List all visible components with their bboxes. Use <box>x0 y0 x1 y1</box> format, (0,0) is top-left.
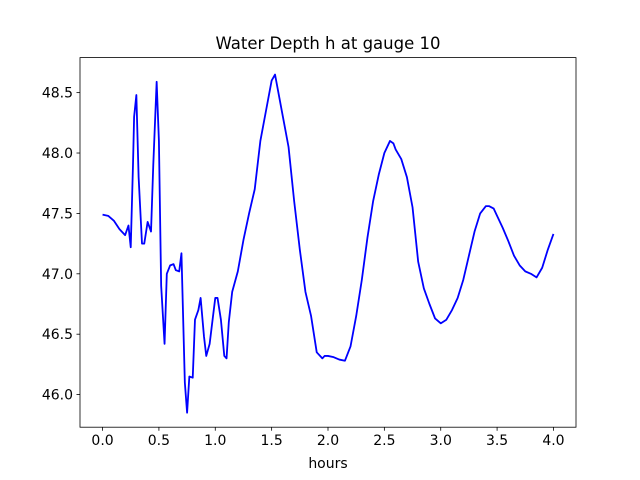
y-tick-label: 48.5 <box>42 86 73 102</box>
x-tick-label: 2.0 <box>317 433 339 449</box>
chart-title: Water Depth h at gauge 10 <box>216 34 441 53</box>
y-tick-label: 48.0 <box>42 146 73 162</box>
x-tick-label: 4.0 <box>542 433 564 449</box>
y-tick-label: 46.0 <box>42 388 73 404</box>
axes-layer: 0.0 0.5 1.0 1.5 2.0 2.5 3.0 3.5 4.0 46.0 46.5 47.0 4… <box>42 57 577 449</box>
series-line-0 <box>102 73 555 414</box>
series-layer <box>102 73 555 414</box>
x-axis-label: hours <box>308 456 347 472</box>
x-tick-label: 2.5 <box>373 433 395 449</box>
x-tick-label: 1.0 <box>204 433 226 449</box>
x-tick-label: 1.5 <box>261 433 283 449</box>
y-tick-label: 47.5 <box>42 206 73 222</box>
y-tick-label: 47.0 <box>42 267 73 283</box>
plot-area <box>80 57 576 428</box>
x-tick-label: 3.5 <box>486 433 508 449</box>
y-tick-label: 46.5 <box>42 327 73 343</box>
x-tick-label: 0.5 <box>148 433 170 449</box>
x-tick-label: 0.0 <box>91 433 113 449</box>
x-tick-label: 3.0 <box>430 433 452 449</box>
